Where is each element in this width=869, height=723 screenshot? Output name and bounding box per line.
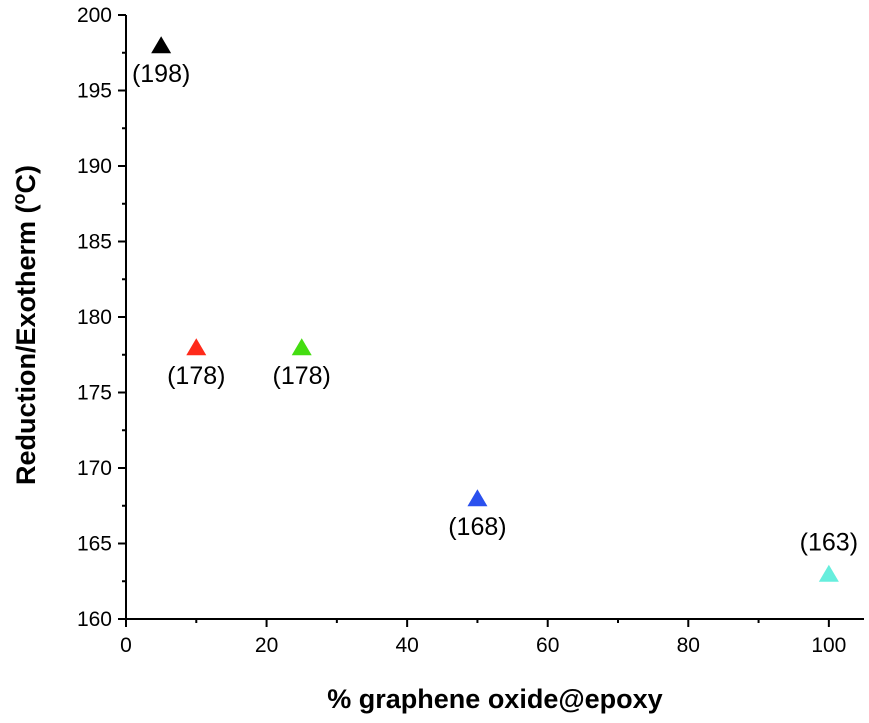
x-tick-label: 40	[395, 634, 418, 657]
data-label: (198)	[132, 60, 190, 88]
y-tick-label: 160	[77, 608, 112, 631]
y-tick-label: 190	[77, 155, 112, 178]
y-axis-title-main: Reduction/Exotherm (	[11, 204, 41, 485]
y-axis-title: Reduction/Exotherm (oC)	[9, 165, 41, 485]
x-tick-label: 0	[120, 634, 132, 657]
y-tick-label: 180	[77, 306, 112, 329]
data-points: (198) (178) (178) (168) (163)	[132, 36, 858, 582]
y-tick-label: 200	[77, 4, 112, 27]
x-axis-title: % graphene oxide@epoxy	[327, 684, 662, 714]
y-tick-label: 175	[77, 382, 112, 405]
y-axis-title-degree: o	[9, 193, 29, 204]
x-tick-label: 20	[255, 634, 278, 657]
data-point-triangle	[186, 338, 207, 356]
x-tick-label: 80	[677, 634, 700, 657]
y-tick-label: 170	[77, 457, 112, 480]
data-label: (168)	[448, 513, 506, 541]
data-label: (178)	[273, 362, 331, 390]
y-tick-label: 185	[77, 231, 112, 254]
x-tick-label: 60	[536, 634, 559, 657]
data-point-triangle	[818, 564, 839, 582]
data-point-triangle	[151, 36, 172, 54]
axes: 160 165 170 175 180 185 190 195 200 0 20 40 60 80 100	[77, 4, 864, 657]
data-point-triangle	[467, 489, 488, 507]
data-label: (178)	[167, 362, 225, 390]
y-tick-label: 165	[77, 533, 112, 556]
y-ticks: 160 165 170 175 180 185 190 195 200	[77, 4, 126, 631]
x-tick-label: 100	[811, 634, 846, 657]
data-label: (163)	[800, 529, 858, 557]
y-tick-label: 195	[77, 80, 112, 103]
x-ticks: 0 20 40 60 80 100	[120, 619, 846, 657]
y-axis-title-end: C)	[11, 165, 41, 194]
data-point-triangle	[291, 338, 312, 356]
